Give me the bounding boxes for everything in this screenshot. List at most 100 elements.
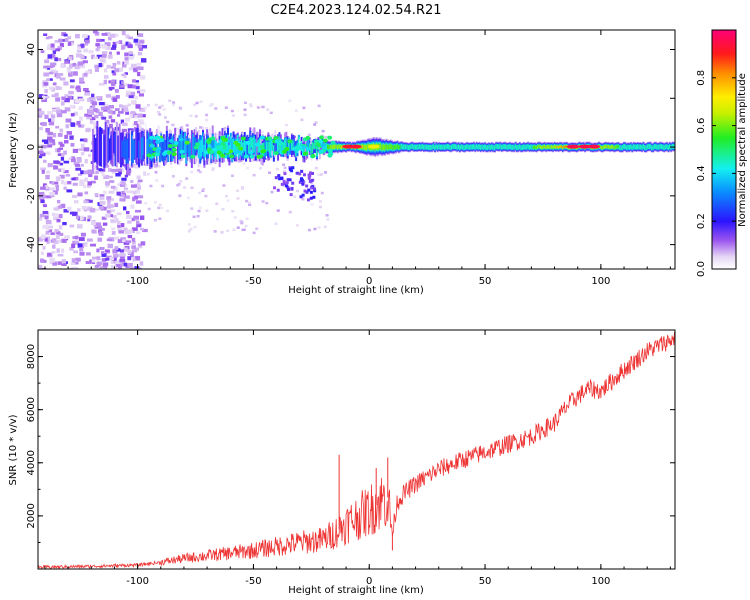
ridge-cell	[434, 145, 437, 151]
noise-cell	[130, 63, 137, 68]
noise-cell	[54, 57, 58, 62]
noise-cell	[162, 108, 166, 111]
noise-cell	[151, 164, 155, 167]
ridge-blob	[209, 150, 215, 155]
colorbar-tick-label: 0.0	[696, 261, 707, 277]
noise-cell	[113, 259, 117, 264]
noise-cell	[113, 236, 120, 240]
noise-cell	[121, 190, 126, 194]
noise-cell	[42, 80, 48, 83]
noise-cell	[168, 99, 172, 103]
ridge-cell	[99, 126, 102, 167]
noise-cell	[120, 223, 125, 228]
noise-cell	[104, 42, 111, 47]
noise-cell	[55, 234, 60, 240]
noise-cell	[49, 191, 56, 196]
noise-cell	[240, 221, 244, 225]
noise-cell	[95, 43, 100, 47]
noise-cell	[199, 100, 203, 104]
noise-cell	[204, 194, 208, 198]
ridge-cell	[365, 144, 368, 151]
noise-cell	[57, 133, 63, 137]
noise-cell	[65, 118, 72, 123]
ridge-cell	[313, 142, 316, 150]
ridge-cell	[657, 144, 660, 150]
ridge-cell	[339, 144, 342, 149]
noise-cell	[137, 71, 141, 77]
noise-cell	[63, 209, 69, 213]
noise-cell	[44, 237, 48, 242]
noise-cell	[198, 191, 202, 195]
ridge-blob	[274, 139, 280, 144]
noise-cell	[112, 44, 117, 49]
noise-cell	[146, 172, 150, 176]
noise-cell	[115, 172, 121, 177]
noise-cell	[44, 89, 48, 94]
noise-cell	[40, 186, 46, 190]
noise-cell	[55, 48, 61, 52]
ridge-cell	[474, 145, 477, 150]
noise-cell	[127, 220, 132, 224]
noise-cell	[301, 197, 305, 200]
ridge-blob	[238, 146, 244, 151]
colorbar-gradient	[712, 30, 736, 269]
side-band-cell	[291, 166, 295, 170]
colorbar-frame	[711, 29, 737, 270]
noise-cell	[103, 75, 109, 79]
ridge-blob	[327, 153, 333, 158]
ridge-cell	[660, 144, 663, 150]
ridge-cell	[332, 144, 335, 149]
noise-cell	[116, 168, 122, 172]
ridge-cell	[475, 144, 478, 149]
noise-cell	[131, 249, 138, 253]
noise-cell	[99, 196, 105, 200]
noise-cell	[39, 258, 45, 263]
noise-cell	[99, 200, 106, 205]
y-tick-label: 0	[26, 144, 37, 150]
noise-cell	[48, 118, 52, 122]
ridge-cell	[668, 144, 671, 150]
noise-cell	[129, 113, 133, 119]
noise-cell	[223, 127, 227, 130]
noise-cell	[43, 65, 49, 69]
noise-cell	[89, 116, 96, 121]
snr-series-line	[38, 331, 675, 569]
noise-cell	[158, 203, 162, 206]
noise-cell	[119, 194, 126, 198]
ridge-cell	[406, 144, 409, 150]
ridge-cell	[628, 145, 631, 150]
ridge-cell	[129, 130, 132, 160]
noise-cell	[110, 169, 117, 172]
ridge-cell	[484, 144, 487, 150]
noise-cell	[50, 69, 57, 73]
noise-cell	[98, 205, 105, 210]
noise-cell	[230, 174, 234, 178]
noise-cell	[83, 72, 88, 77]
noise-cell	[64, 94, 69, 98]
noise-cell	[44, 114, 49, 119]
ridge-cell	[386, 144, 389, 150]
noise-cell	[97, 43, 104, 48]
noise-cell	[83, 184, 87, 189]
ridge-cell	[126, 138, 129, 164]
noise-cell	[124, 57, 129, 61]
noise-cell	[90, 180, 96, 184]
noise-cell	[53, 207, 60, 211]
noise-cell	[110, 264, 117, 269]
noise-cell	[166, 120, 170, 124]
noise-cell	[102, 262, 109, 267]
noise-cell	[117, 265, 123, 269]
noise-cell	[118, 104, 123, 108]
ridge-cell	[517, 144, 520, 150]
noise-cell	[98, 82, 105, 86]
ridge-cell	[618, 145, 621, 151]
ridge-cell	[133, 139, 136, 159]
ridge-blob	[259, 145, 265, 150]
ridge-cell	[189, 142, 192, 160]
noise-cell	[158, 106, 162, 109]
ridge-cell	[514, 143, 517, 149]
noise-cell	[140, 75, 146, 80]
noise-cell	[79, 251, 85, 256]
noise-cell	[248, 103, 252, 106]
ridge-cell	[163, 137, 166, 163]
